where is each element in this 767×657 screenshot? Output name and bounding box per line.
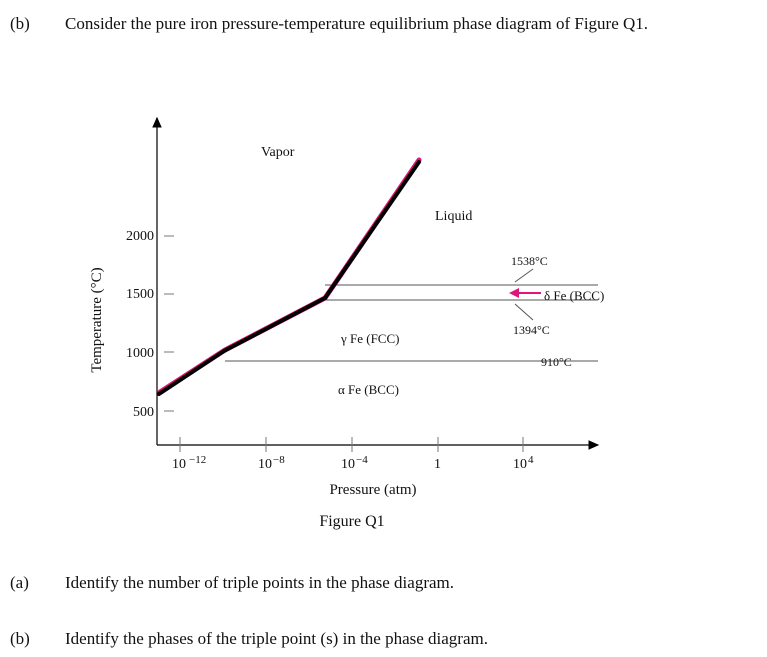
question-b-label: (b) [10,14,30,33]
question-b2-label: (b) [10,629,30,648]
delta-arrow-head [509,288,519,298]
region-alpha-fe: α Fe (BCC) [338,382,399,397]
figure-caption: Figure Q1 [319,513,384,530]
x-tick-1e-12: 10 −12 [172,454,206,472]
x-tick-1: 1 [434,457,441,472]
y-axis-label: Temperature (°C) [89,267,105,372]
x-axis-label: Pressure (atm) [329,482,416,498]
x-tick-1e-4: 10−4 [341,454,368,472]
question-b-text: Consider the pure iron pressure-temperat… [65,14,649,33]
question-a-text: Identify the number of triple points in … [65,573,455,592]
region-delta-fe: δ Fe (BCC) [544,288,604,303]
region-vapor: Vapor [261,145,295,160]
vapor-solid-curve [157,296,327,396]
annotation-910: 910°C [541,355,572,369]
annotation-1538: 1538°C [511,254,548,268]
question-b2-text: Identify the phases of the triple point … [65,629,488,648]
y-tick-2000: 2000 [126,229,154,244]
y-tick-1500: 1500 [126,287,154,302]
region-gamma-fe: γ Fe (FCC) [340,331,399,346]
y-tick-1000: 1000 [126,346,154,361]
vapor-liquid-curve [323,160,421,300]
x-tick-1e-8: 10−8 [258,454,285,472]
annotation-1538-pointer [514,268,534,283]
annotation-1394-pointer [514,303,534,321]
question-a-label: (a) [10,573,29,592]
x-tick-1e4: 104 [513,454,534,472]
annotation-1394: 1394°C [513,323,550,337]
region-liquid: Liquid [435,209,472,224]
y-tick-500: 500 [133,405,154,420]
